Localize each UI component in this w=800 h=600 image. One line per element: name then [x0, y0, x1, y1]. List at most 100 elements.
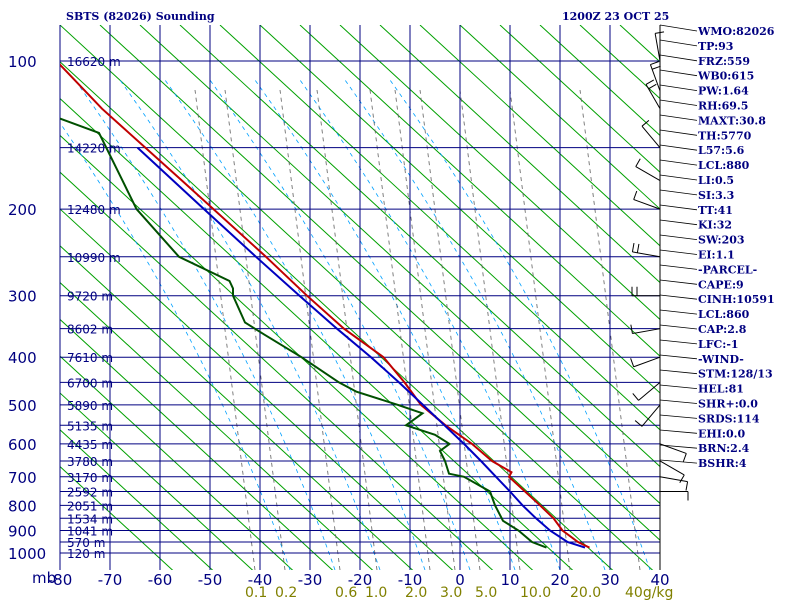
- wind-barb-flag: [650, 61, 660, 66]
- wind-barb: [634, 404, 661, 427]
- profile-parcel-line: [136, 146, 586, 549]
- sounding-index: FRZ:559: [698, 55, 750, 68]
- height-tick-label: 4435 m: [67, 438, 113, 452]
- pressure-tick-label: 300: [8, 288, 37, 306]
- height-tick-label: 3780 m: [67, 455, 113, 469]
- index-leader-line: [659, 129, 698, 136]
- temperature-tick-label: -70: [98, 571, 123, 589]
- temperature-tick-label: -40: [248, 571, 273, 589]
- wind-barb-flag: [630, 324, 633, 334]
- mixing-ratio-line: [224, 89, 286, 570]
- index-leader-line: [659, 144, 698, 151]
- height-tick-label: 6700 m: [67, 376, 113, 390]
- sounding-index: L57:5.6: [698, 144, 745, 157]
- height-tick-label: 8602 m: [67, 323, 113, 337]
- pressure-tick-label: 100: [8, 53, 37, 71]
- temperature-tick-label: -20: [348, 571, 373, 589]
- pressure-axis-unit: mb: [32, 569, 56, 587]
- height-tick-label: 2051 m: [67, 499, 113, 513]
- dry-adiabat-line: [419, 25, 660, 247]
- wind-barb: [660, 491, 689, 501]
- index-leader-line: [659, 84, 698, 91]
- sounding-index: LCL:860: [698, 308, 750, 321]
- moist-adiabat-line: [389, 79, 651, 570]
- temperature-tick-label: -80: [48, 571, 73, 589]
- mixing-ratio-label: 0.2: [275, 585, 297, 600]
- mixing-ratio-label: 1.0: [365, 585, 387, 600]
- index-leader-line: [659, 189, 698, 196]
- mixing-ratio-line: [394, 89, 456, 570]
- mixing-ratio-label: 20.0: [570, 585, 601, 600]
- sounding-index: EI:1.1: [698, 249, 735, 262]
- dry-adiabat-line: [299, 25, 660, 357]
- mixing-ratio-line: [509, 89, 571, 570]
- wind-barb-flag: [679, 474, 685, 483]
- wind-barb: [633, 190, 661, 210]
- sounding-index: STM:128/13: [698, 368, 773, 381]
- sounding-indices: WMO:82026 TP:93 FRZ:559 WB0:615 PW:1.64 RH:69…: [659, 24, 775, 470]
- wind-barb-flag: [682, 453, 687, 463]
- chart-datetime: 1200Z 23 OCT 25: [562, 10, 669, 23]
- mixing-ratio-label: 0.6: [335, 585, 357, 600]
- wind-barb-flag: [655, 31, 665, 34]
- wind-barb-flag: [685, 481, 689, 491]
- isobars: [60, 60, 660, 554]
- isotherms: [60, 25, 660, 570]
- background-grid: [60, 25, 800, 577]
- dry-adiabat-line: [499, 25, 660, 173]
- index-leader-line: [659, 159, 698, 166]
- sounding-index: SW:203: [698, 234, 745, 247]
- height-tick-label: 1041 m: [67, 524, 113, 538]
- sounding-index: BSHR:4: [698, 457, 747, 470]
- mixing-ratio-label: 0.1: [245, 585, 267, 600]
- height-tick-label: 2592 m: [67, 486, 113, 500]
- sounding-index: LCL:880: [698, 159, 750, 172]
- height-labels: 16620 m 14220 m 12480 m 10990 m 9720 m 8602 m…: [67, 55, 121, 561]
- wind-barb-flag: [636, 243, 640, 253]
- temperature-tick-label: 20: [550, 571, 569, 589]
- pressure-tick-label: 500: [8, 397, 37, 415]
- sounding-index: CAP:2.8: [698, 323, 747, 336]
- dry-adiabat-line: [60, 355, 294, 570]
- dry-adiabat-line: [60, 281, 374, 570]
- mixing-ratio-line: [369, 89, 431, 570]
- mixing-ratio-label: 40g/kg: [625, 585, 673, 600]
- index-leader-line: [659, 339, 698, 345]
- wind-barb: [630, 356, 661, 368]
- sounding-index: WMO:82026: [697, 25, 775, 38]
- index-leader-line: [659, 384, 698, 389]
- index-leader-line: [659, 114, 698, 121]
- index-leader-line: [659, 54, 698, 62]
- height-tick-label: 120 m: [67, 547, 105, 561]
- dry-adiabat-line: [60, 61, 614, 570]
- index-leader-line: [659, 294, 698, 300]
- height-tick-label: 14220 m: [67, 142, 121, 156]
- wind-barb-flag: [630, 358, 635, 367]
- sounding-index: -WIND-: [698, 353, 744, 366]
- pressure-tick-label: 600: [8, 436, 37, 454]
- wind-barb: [632, 381, 661, 401]
- temperature-tick-labels: -80 -70 -60 -50 -40 -30 -20 -10 0 10 20 30 40: [48, 571, 670, 589]
- temperature-tick-label: -60: [148, 571, 173, 589]
- wind-barb: [630, 324, 661, 335]
- pressure-tick-label: 400: [8, 349, 37, 367]
- wind-barb-shaft: [638, 381, 661, 401]
- temperature-tick-label: -10: [398, 571, 423, 589]
- index-leader-line: [659, 279, 698, 285]
- pressure-labels: 100 200 300 400 500 600 700 800 900 1000: [8, 53, 46, 563]
- moist-adiabat-line: [254, 79, 516, 570]
- wind-barb-shaft: [659, 460, 685, 476]
- sounding-index: SRDS:114: [698, 412, 760, 425]
- sounding-index: EHI:0.0: [698, 427, 745, 440]
- wind-barb: [659, 460, 685, 483]
- dry-adiabat-line: [780, 25, 800, 577]
- index-leader-line: [659, 309, 698, 315]
- sounding-index: RH:69.5: [698, 100, 748, 113]
- mixing-ratio-lines: [194, 89, 641, 570]
- wind-barb-shaft: [633, 356, 661, 368]
- wind-barb-shaft: [633, 199, 661, 210]
- index-leader-line: [659, 369, 698, 375]
- wind-barb-flag: [634, 420, 643, 427]
- height-tick-label: 3170 m: [67, 471, 113, 485]
- sounding-index: WB0:615: [697, 70, 754, 83]
